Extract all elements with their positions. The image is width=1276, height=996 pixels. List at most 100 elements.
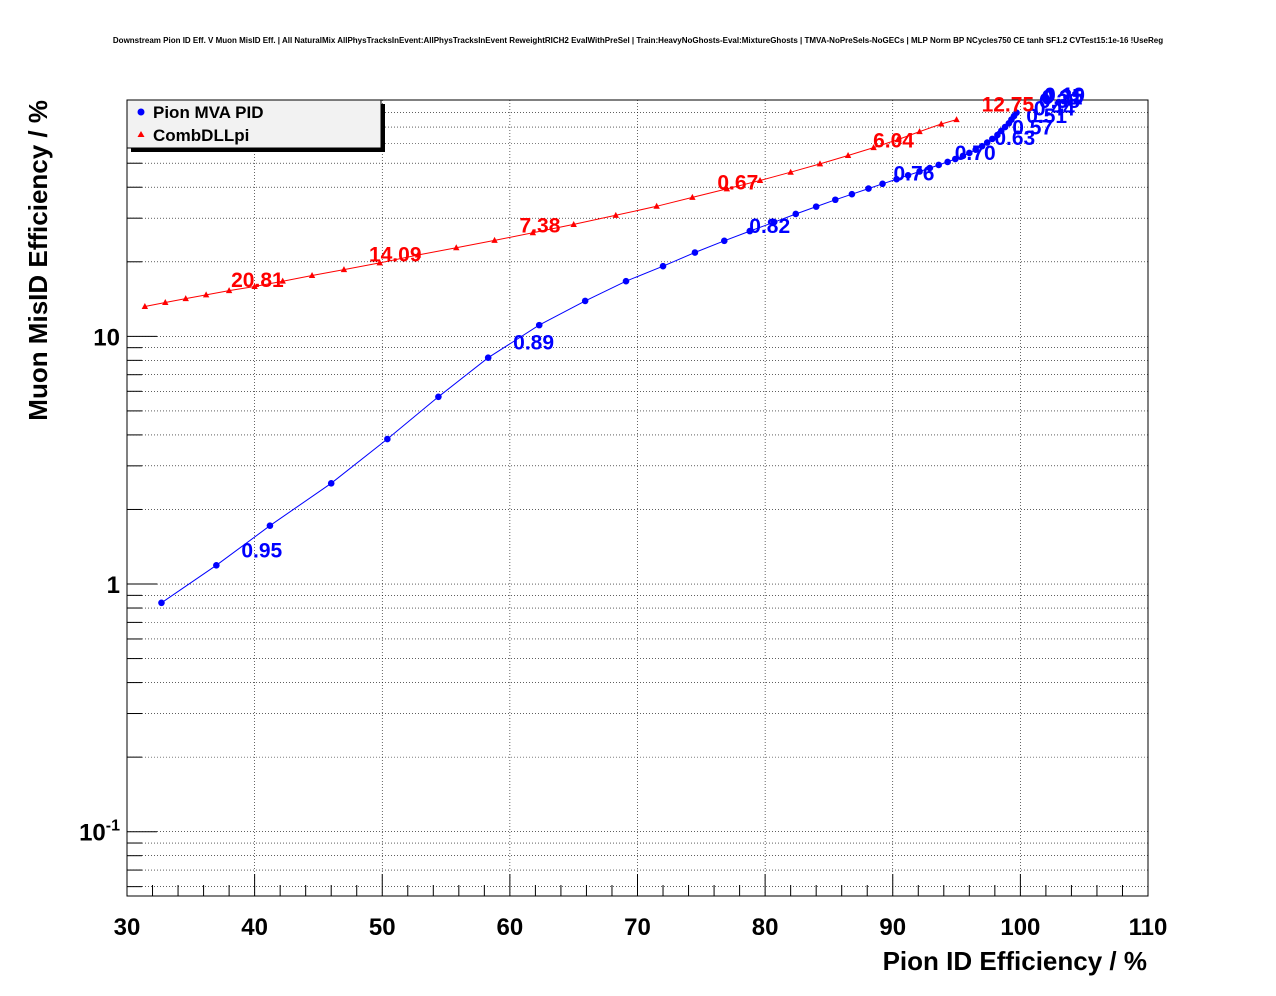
- y-tick-label: 1: [107, 572, 120, 599]
- annotation-pion-mva-pid: 0.70: [955, 142, 996, 165]
- data-point-pion-mva-pid: [879, 180, 886, 188]
- data-point-combdllpi: [653, 202, 660, 209]
- data-point-pion-mva-pid: [484, 354, 492, 361]
- data-point-combdllpi: [141, 302, 149, 309]
- data-point-pion-mva-pid: [581, 297, 589, 305]
- x-tick-label: 110: [1129, 914, 1168, 941]
- annotation-pion-mva-pid: 0.89: [513, 332, 554, 355]
- plot-frame: [126, 99, 1149, 897]
- annotation-combdllpi: 12.75: [982, 94, 1035, 117]
- data-point-pion-mva-pid: [691, 249, 699, 256]
- annotation-pion-mva-pid: 0.25: [1043, 85, 1084, 108]
- data-point-combdllpi: [689, 193, 696, 200]
- legend-label-pion-mva: Pion MVA PID: [153, 103, 264, 122]
- annotation-pion-mva-pid: 0.19: [1044, 84, 1085, 107]
- data-point-pion-mva-pid: [951, 155, 959, 163]
- data-point-combdllpi: [612, 211, 620, 218]
- annotation-combdllpi: 14.09: [369, 244, 422, 267]
- y-axis-title: Muon MisID Efficiency / %: [23, 100, 53, 421]
- series-line-combdllpi: [144, 119, 957, 307]
- annotation-combdllpi: 20.81: [231, 269, 284, 292]
- legend-box: [126, 99, 382, 149]
- y-tick-label: 10-1: [79, 818, 120, 847]
- x-tick-label: 30: [114, 914, 141, 941]
- annotation-pion-mva-pid: 0.57: [1012, 117, 1053, 140]
- data-point-pion-mva-pid: [812, 203, 820, 210]
- legend-label-combdllpi: CombDLLpi: [153, 126, 249, 145]
- annotation-pion-mva-pid: 0.31: [1042, 87, 1083, 110]
- y-tick-label: 10: [93, 324, 120, 351]
- data-point-pion-mva-pid: [384, 435, 391, 443]
- data-point-pion-mva-pid: [972, 146, 980, 153]
- x-tick-label: 70: [624, 914, 651, 941]
- data-point-combdllpi: [453, 244, 460, 251]
- series-line-pion-mva-pid: [161, 112, 1017, 604]
- y-tick-labels: 10-1 1 10: [79, 324, 120, 846]
- data-point-combdllpi: [787, 168, 794, 175]
- data-point-pion-mva-pid: [935, 161, 942, 169]
- point-annotations: 0.95 0.89 0.82 0.76 0.700.630.570.510.440.38…: [231, 84, 1085, 562]
- x-axis-title: Pion ID Efficiency / %: [883, 946, 1147, 976]
- annotation-pion-mva-pid: 0.76: [894, 163, 935, 186]
- chart-title: Downstream Pion ID Eff. V Muon MisID Eff…: [113, 36, 1163, 45]
- data-point-combdllpi: [162, 298, 169, 305]
- x-tick-label: 40: [241, 914, 268, 941]
- x-tick-label: 90: [879, 914, 906, 941]
- data-point-pion-mva-pid: [327, 480, 335, 487]
- data-point-combdllpi: [870, 144, 877, 151]
- data-point-combdllpi: [723, 185, 731, 192]
- data-point-combdllpi: [340, 266, 348, 273]
- x-tick-label: 50: [369, 914, 396, 941]
- annotation-pion-mva-pid: 0.44: [1034, 97, 1075, 120]
- data-point-pion-mva-pid: [746, 227, 754, 235]
- x-tick-label: 80: [752, 914, 779, 941]
- data-point-pion-mva-pid: [266, 522, 274, 529]
- data-point-pion-mva-pid: [944, 158, 951, 166]
- data-point-combdllpi: [308, 272, 316, 279]
- data-series: [141, 109, 1020, 607]
- x-tick-label: 60: [497, 914, 524, 941]
- data-point-pion-mva-pid: [832, 196, 839, 204]
- data-point-pion-mva-pid: [792, 210, 800, 218]
- legend-marker-pion-mva: [137, 108, 145, 116]
- data-point-pion-mva-pid: [865, 185, 872, 192]
- data-point-pion-mva-pid: [213, 562, 220, 569]
- data-point-pion-mva-pid: [988, 135, 996, 143]
- axis-ticks: [126, 99, 1149, 896]
- annotation-combdllpi: 0.67: [717, 171, 758, 194]
- x-tick-labels: 30 40 50 60 70 80 90 100 110: [114, 914, 1168, 941]
- data-point-pion-mva-pid: [720, 237, 728, 245]
- legend-marker-combdllpi: [137, 131, 145, 137]
- data-point-combdllpi: [279, 277, 286, 284]
- annotation-pion-mva-pid: 0.38: [1039, 90, 1080, 113]
- data-point-combdllpi: [570, 220, 577, 227]
- data-point-combdllpi: [844, 152, 852, 159]
- data-point-combdllpi: [916, 128, 923, 135]
- annotation-pion-mva-pid: 0.82: [749, 215, 790, 238]
- legend: Pion MVA PID CombDLLpi: [126, 99, 385, 152]
- data-point-combdllpi: [251, 282, 258, 289]
- data-point-pion-mva-pid: [659, 262, 667, 270]
- data-point-combdllpi: [816, 160, 824, 167]
- data-point-combdllpi: [414, 251, 422, 258]
- data-point-pion-mva-pid: [959, 152, 967, 160]
- x-tick-label: 100: [1000, 914, 1040, 941]
- data-point-pion-mva-pid: [622, 277, 630, 285]
- annotation-combdllpi: 7.38: [520, 214, 561, 237]
- data-point-pion-mva-pid: [893, 175, 900, 183]
- data-point-combdllpi: [756, 176, 764, 183]
- annotation-combdllpi: 6.04: [873, 130, 914, 153]
- data-point-pion-mva-pid: [535, 321, 543, 329]
- data-point-combdllpi: [225, 287, 233, 294]
- data-point-pion-mva-pid: [983, 139, 991, 146]
- data-point-pion-mva-pid: [916, 168, 923, 175]
- data-point-pion-mva-pid: [904, 171, 912, 179]
- data-point-combdllpi: [491, 236, 498, 243]
- data-point-combdllpi: [938, 120, 945, 127]
- data-point-pion-mva-pid: [770, 218, 778, 226]
- data-point-combdllpi: [376, 259, 383, 266]
- data-point-pion-mva-pid: [158, 599, 165, 607]
- data-point-pion-mva-pid: [926, 164, 934, 172]
- data-point-combdllpi: [529, 229, 537, 236]
